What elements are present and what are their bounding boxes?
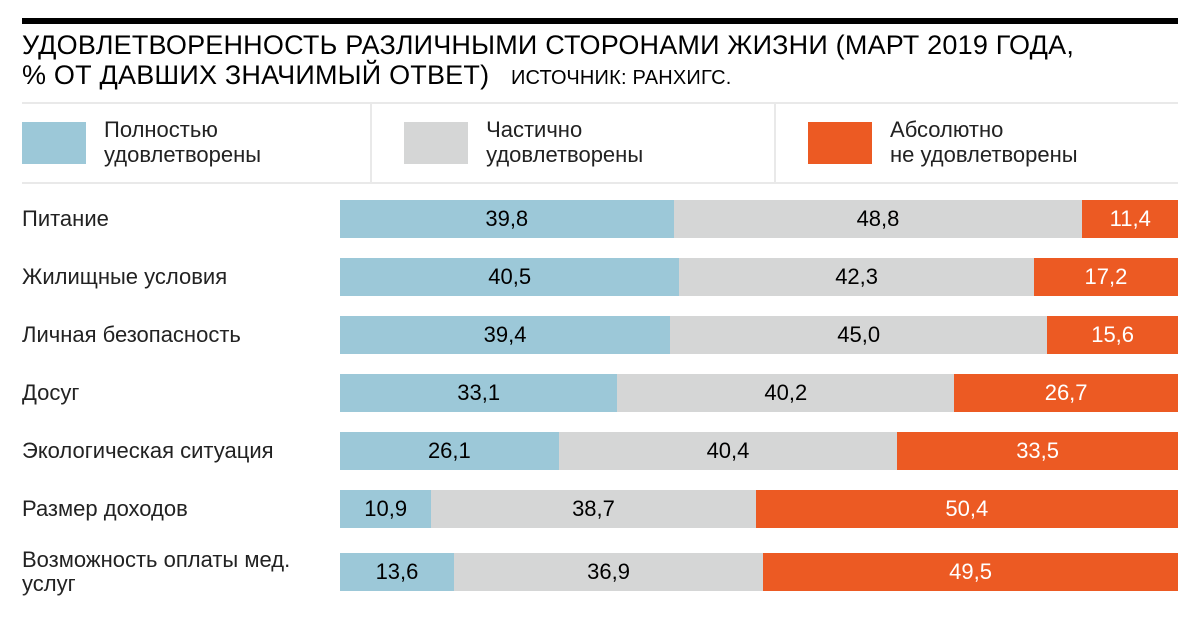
title-line-1: УДОВЛЕТВОРЕННОСТЬ РАЗЛИЧНЫМИ СТОРОНАМИ Ж… xyxy=(22,30,1178,60)
legend: Полностьюудовлетворены Частичноудовлетвор… xyxy=(22,102,1178,183)
segment-none: 26,7 xyxy=(954,374,1178,412)
infographic: УДОВЛЕТВОРЕННОСТЬ РАЗЛИЧНЫМИ СТОРОНАМИ Ж… xyxy=(0,0,1200,628)
segment-value: 17,2 xyxy=(1084,264,1127,290)
legend-item-none: Абсолютноне удовлетворены xyxy=(776,104,1178,181)
chart-row: Экологическая ситуация 26,1 40,4 33,5 xyxy=(22,432,1178,470)
segment-value: 38,7 xyxy=(572,496,615,522)
bottom-fade xyxy=(0,592,1200,628)
segment-value: 11,4 xyxy=(1110,206,1151,232)
segment-partial: 48,8 xyxy=(674,200,1083,238)
segment-value: 33,5 xyxy=(1016,438,1059,464)
stacked-bar: 10,9 38,7 50,4 xyxy=(340,490,1178,528)
title-line-2: % ОТ ДАВШИХ ЗНАЧИМЫЙ ОТВЕТ) ИСТОЧНИК: РА… xyxy=(22,60,1178,90)
row-label: Размер доходов xyxy=(22,497,340,521)
segment-none: 11,4 xyxy=(1082,200,1178,238)
row-label: Возможность оплаты мед. услуг xyxy=(22,548,340,596)
legend-swatch-full xyxy=(22,122,86,164)
segment-value: 50,4 xyxy=(945,496,988,522)
source-label: ИСТОЧНИК: РАНХИГС. xyxy=(511,67,732,89)
chart-row: Личная безопасность 39,4 45,0 15,6 xyxy=(22,316,1178,354)
segment-partial: 36,9 xyxy=(454,553,763,591)
segment-partial: 45,0 xyxy=(670,316,1047,354)
legend-item-partial: Частичноудовлетворены xyxy=(372,104,774,181)
segment-value: 40,4 xyxy=(707,438,750,464)
segment-none: 33,5 xyxy=(897,432,1178,470)
stacked-bar: 13,6 36,9 49,5 xyxy=(340,553,1178,591)
segment-value: 39,4 xyxy=(484,322,527,348)
segment-full: 40,5 xyxy=(340,258,679,296)
chart-row: Жилищные условия 40,5 42,3 17,2 xyxy=(22,258,1178,296)
row-label: Питание xyxy=(22,207,340,231)
stacked-bar: 39,4 45,0 15,6 xyxy=(340,316,1178,354)
segment-value: 36,9 xyxy=(587,559,630,585)
segment-value: 10,9 xyxy=(364,496,407,522)
chart-row: Размер доходов 10,9 38,7 50,4 xyxy=(22,490,1178,528)
stacked-bar: 26,1 40,4 33,5 xyxy=(340,432,1178,470)
row-label: Экологическая ситуация xyxy=(22,439,340,463)
chart-row: Возможность оплаты мед. услуг 13,6 36,9 49,… xyxy=(22,548,1178,596)
row-label: Жилищные условия xyxy=(22,265,340,289)
segment-partial: 40,4 xyxy=(559,432,898,470)
segment-value: 40,2 xyxy=(764,380,807,406)
segment-none: 50,4 xyxy=(756,490,1178,528)
legend-swatch-partial xyxy=(404,122,468,164)
segment-none: 15,6 xyxy=(1047,316,1178,354)
top-rule xyxy=(22,18,1178,24)
segment-partial: 38,7 xyxy=(431,490,755,528)
chart-rows: Питание39,848,811,4Жилищные условия40,54… xyxy=(22,200,1178,596)
segment-value: 26,7 xyxy=(1045,380,1088,406)
segment-value: 33,1 xyxy=(457,380,500,406)
segment-full: 10,9 xyxy=(340,490,431,528)
title-line-2-text: % ОТ ДАВШИХ ЗНАЧИМЫЙ ОТВЕТ) xyxy=(22,60,489,90)
segment-full: 39,4 xyxy=(340,316,670,354)
segment-partial: 42,3 xyxy=(679,258,1033,296)
legend-swatch-none xyxy=(808,122,872,164)
segment-none: 49,5 xyxy=(763,553,1178,591)
chart-row: Питание 39,8 48,8 11,4 xyxy=(22,200,1178,238)
segment-partial: 40,2 xyxy=(617,374,954,412)
segment-full: 33,1 xyxy=(340,374,617,412)
row-label: Личная безопасность xyxy=(22,323,340,347)
segment-value: 39,8 xyxy=(485,206,528,232)
segment-none: 17,2 xyxy=(1034,258,1178,296)
chart-row: Досуг 33,1 40,2 26,7 xyxy=(22,374,1178,412)
stacked-bar: 39,8 48,8 11,4 xyxy=(340,200,1178,238)
title-block: УДОВЛЕТВОРЕННОСТЬ РАЗЛИЧНЫМИ СТОРОНАМИ Ж… xyxy=(22,30,1178,90)
segment-value: 15,6 xyxy=(1091,322,1134,348)
segment-value: 40,5 xyxy=(488,264,531,290)
stacked-bar: 40,5 42,3 17,2 xyxy=(340,258,1178,296)
segment-value: 42,3 xyxy=(835,264,878,290)
segment-value: 48,8 xyxy=(857,206,900,232)
legend-label: Полностьюудовлетворены xyxy=(104,118,261,167)
legend-label: Частичноудовлетворены xyxy=(486,118,643,167)
segment-full: 39,8 xyxy=(340,200,674,238)
segment-value: 49,5 xyxy=(949,559,992,585)
segment-value: 26,1 xyxy=(428,438,471,464)
segment-full: 13,6 xyxy=(340,553,454,591)
segment-full: 26,1 xyxy=(340,432,559,470)
stacked-bar: 33,1 40,2 26,7 xyxy=(340,374,1178,412)
segment-value: 13,6 xyxy=(376,559,419,585)
segment-value: 45,0 xyxy=(837,322,880,348)
legend-item-full: Полностьюудовлетворены xyxy=(22,104,370,181)
legend-label: Абсолютноне удовлетворены xyxy=(890,118,1078,167)
row-label: Досуг xyxy=(22,381,340,405)
